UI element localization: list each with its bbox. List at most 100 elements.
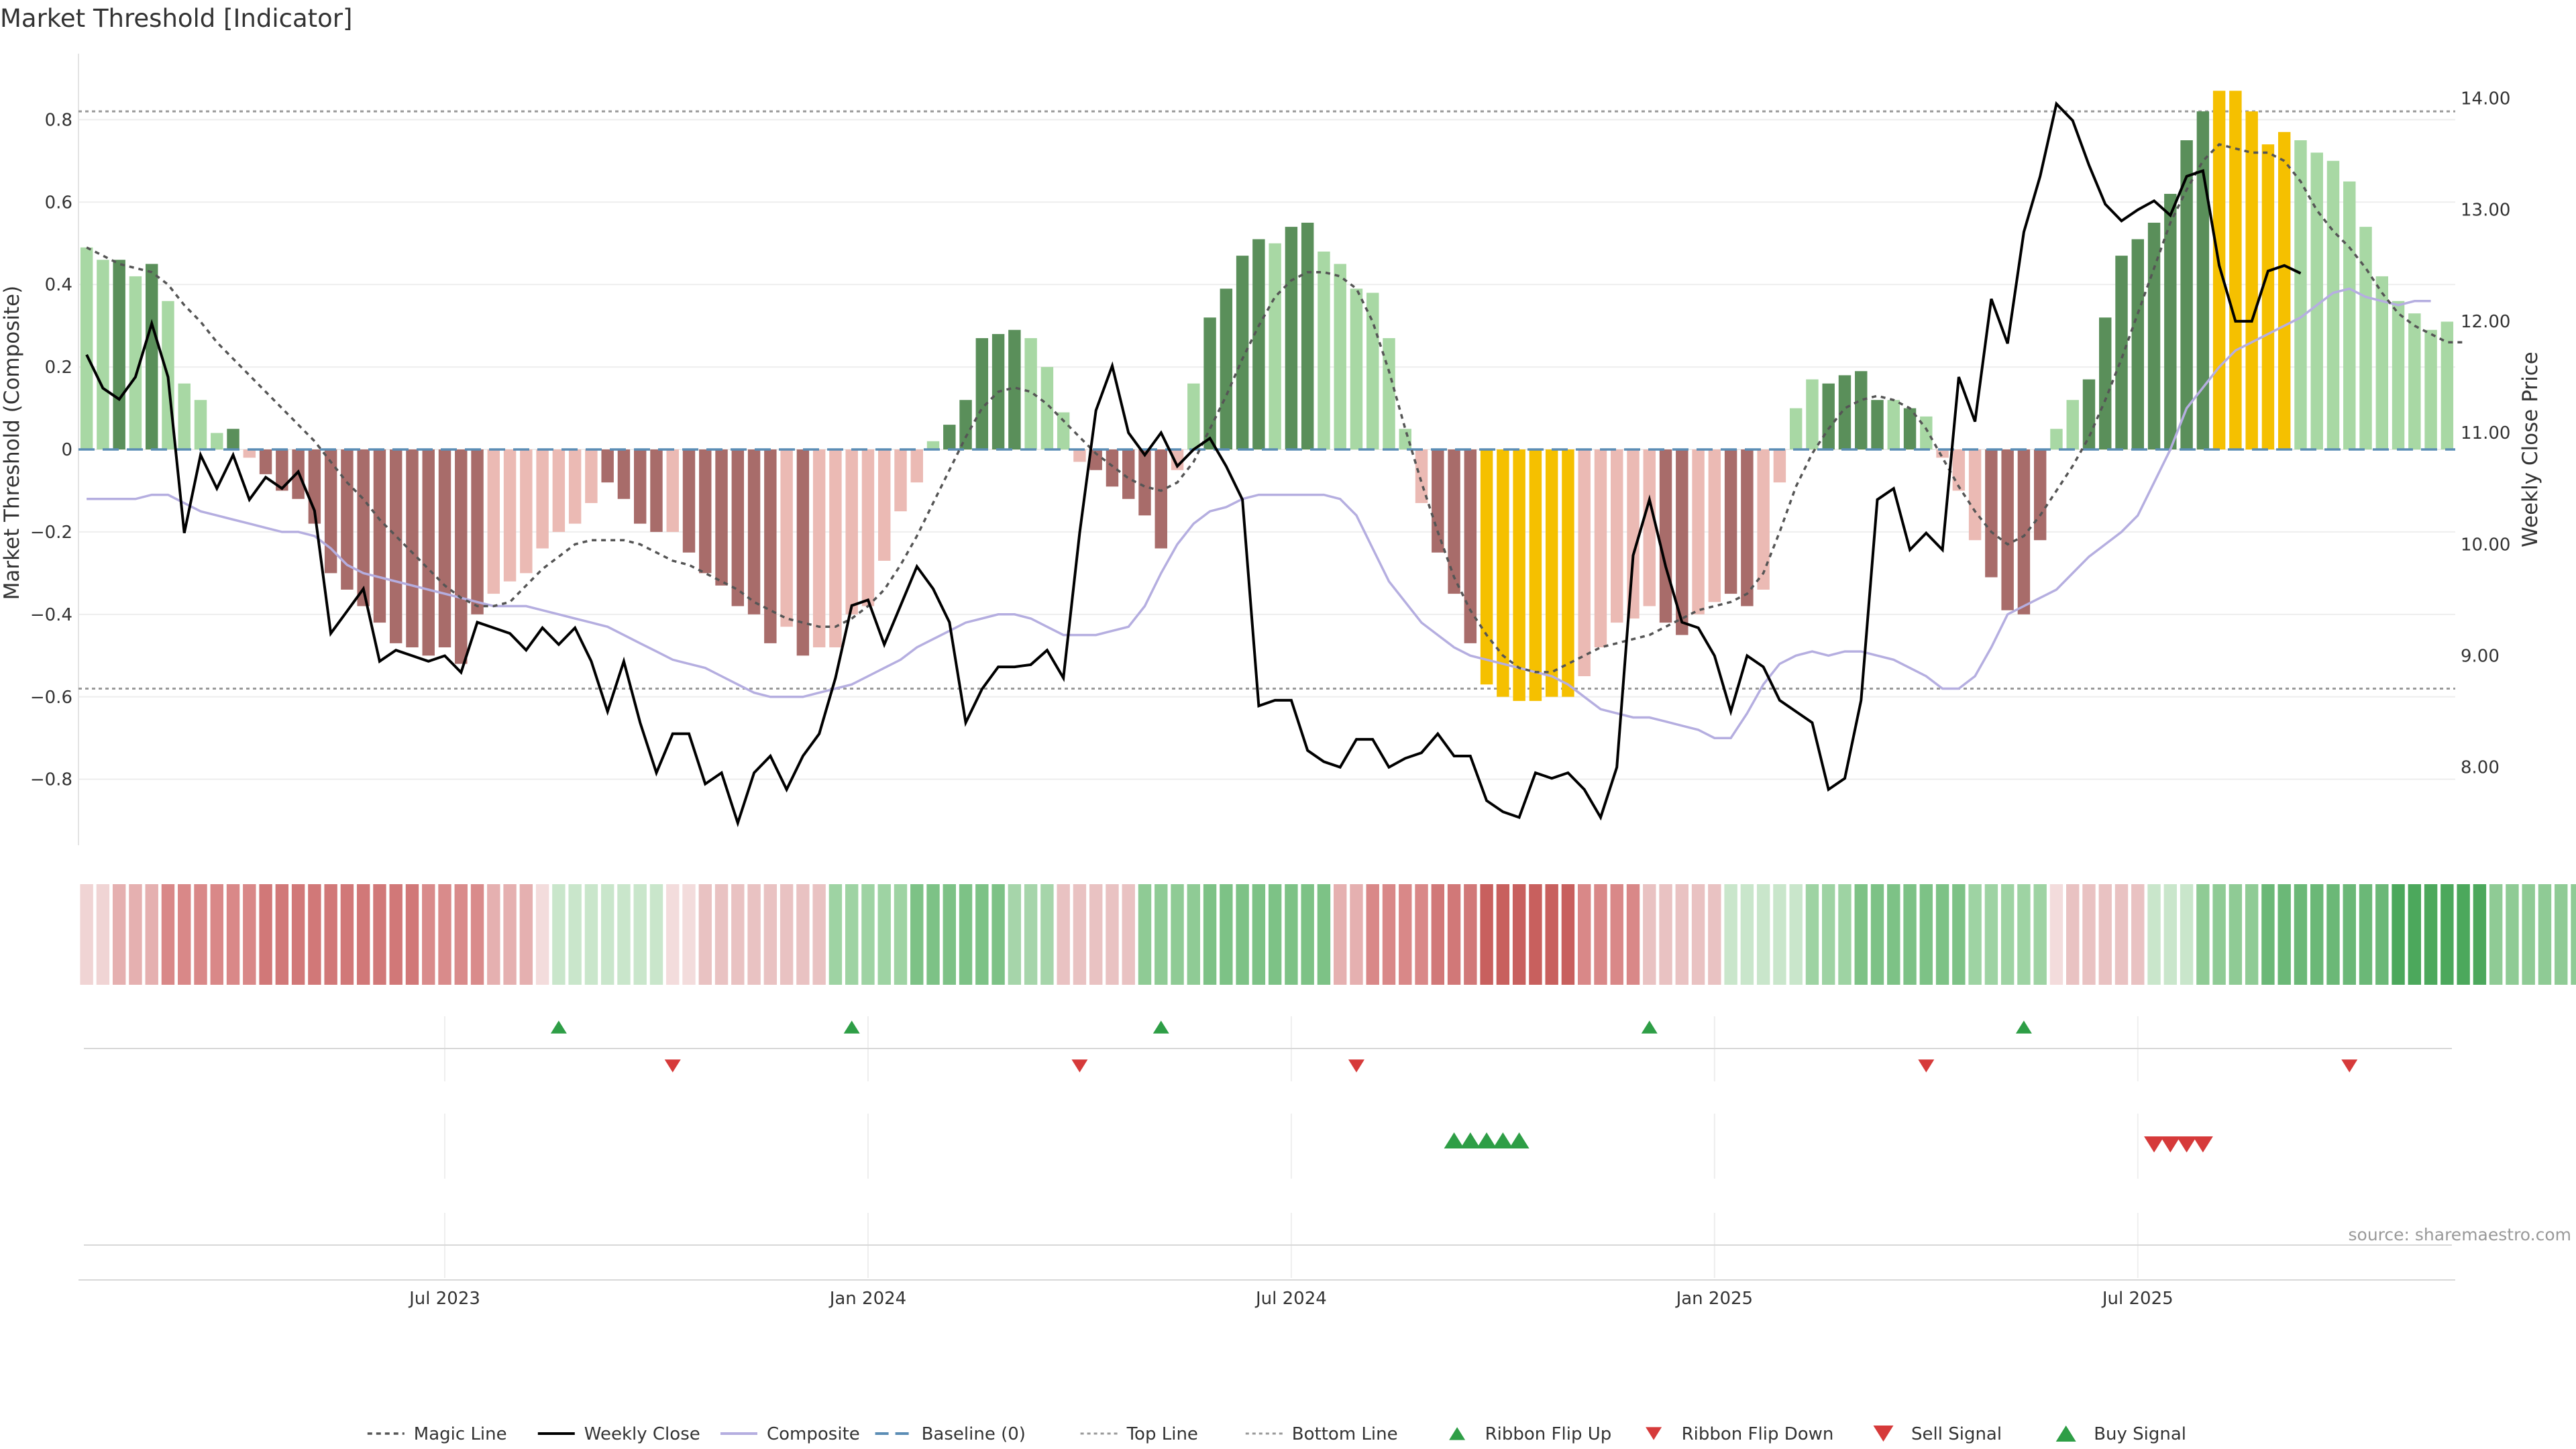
- composite-bar: [715, 449, 728, 586]
- x-axis-ticks: Jul 2023 Jan 2024 Jul 2024 Jan 2025 Jul 2025: [78, 1279, 2455, 1309]
- legend-label: Composite: [767, 1424, 860, 1444]
- composite-bar: [633, 449, 647, 524]
- ribbon-cell: [2326, 884, 2340, 985]
- composite-bar: [1741, 449, 1754, 606]
- ribbon-cell: [2261, 884, 2275, 985]
- buy-signal-marker: [1509, 1132, 1529, 1148]
- ribbon-cell: [2147, 884, 2161, 985]
- ribbon-cell: [1984, 884, 1998, 985]
- composite-bar: [1122, 449, 1135, 499]
- composite-bar: [1659, 449, 1672, 623]
- composite-bar: [1480, 449, 1493, 685]
- ribbon-flip-up-marker: [550, 1020, 567, 1034]
- composite-bar: [1789, 408, 1803, 449]
- ribbon-cell: [666, 884, 680, 985]
- composite-bars: [80, 91, 2454, 701]
- composite-bar: [1676, 449, 1688, 635]
- composite-bar: [1643, 449, 1656, 606]
- ribbon-cell: [812, 884, 826, 985]
- ribbon-cell: [356, 884, 370, 985]
- legend-label: Top Line: [1126, 1424, 1198, 1444]
- y2-tick-label: 8.00: [2461, 758, 2500, 778]
- composite-bar: [1285, 227, 1298, 449]
- ribbon-cell: [2000, 884, 2015, 985]
- ribbon-cell: [2424, 884, 2438, 985]
- sell-signal-marker: [2192, 1136, 2213, 1152]
- legend-item: Composite: [720, 1424, 860, 1444]
- ribbon-cell: [2457, 884, 2470, 985]
- ribbon-cell: [80, 884, 93, 985]
- composite-bar: [975, 338, 989, 449]
- composite-bar: [178, 383, 191, 449]
- ribbon-cell: [1935, 884, 1949, 985]
- composite-bar: [1838, 375, 1851, 449]
- ribbon-cell: [2277, 884, 2291, 985]
- ribbon-cell: [145, 884, 158, 985]
- composite-bar: [211, 433, 223, 449]
- ribbon-cell: [959, 884, 973, 985]
- legend-label: Baseline (0): [922, 1424, 1026, 1444]
- ribbon-cell: [1285, 884, 1298, 985]
- composite-bar: [2001, 449, 2014, 610]
- ribbon-cell: [796, 884, 810, 985]
- composite-bar: [2375, 276, 2389, 449]
- legend-label: Ribbon Flip Up: [1485, 1424, 1612, 1444]
- ribbon-cell: [894, 884, 908, 985]
- ribbon-cell: [1008, 884, 1022, 985]
- legend-item: Magic Line: [367, 1424, 507, 1444]
- composite-bar: [97, 260, 109, 449]
- sell-signal-marker: [2176, 1136, 2197, 1152]
- composite-bar: [536, 449, 549, 549]
- ribbon-cell: [2212, 884, 2226, 985]
- y2-tick-label: 11.00: [2461, 423, 2510, 443]
- composite-bar: [438, 449, 451, 647]
- composite-bar: [1448, 449, 1460, 594]
- composite-bar: [829, 449, 842, 647]
- composite-bar: [1203, 317, 1216, 449]
- composite-bar: [1887, 400, 1900, 449]
- composite-line: [87, 287, 2431, 739]
- composite-bar: [1057, 412, 1070, 449]
- composite-bar: [552, 449, 566, 532]
- ribbon-cell: [991, 884, 1005, 985]
- left-axis-ticks: 0.8 0.6 0.4 0.2 0 −0.2 −0.4 −0.6 −0.8: [30, 110, 72, 790]
- ribbon-cell: [1610, 884, 1623, 985]
- y2-tick-label: 12.00: [2461, 312, 2510, 332]
- composite-bar: [2050, 429, 2063, 449]
- buy-signal-marker: [1477, 1132, 1497, 1148]
- legend-item: Ribbon Flip Up: [1449, 1424, 1611, 1444]
- composite-bar: [487, 449, 500, 594]
- ribbon-cell: [2359, 884, 2373, 985]
- ribbon-cell: [1252, 884, 1266, 985]
- composite-bar: [259, 449, 272, 474]
- y-tick-label: −0.8: [30, 770, 72, 790]
- ribbon-cell: [943, 884, 956, 985]
- composite-bar: [731, 449, 745, 606]
- ribbon-cell: [1333, 884, 1347, 985]
- composite-bar: [2229, 91, 2242, 449]
- ribbon-cell: [1268, 884, 1282, 985]
- composite-bar: [747, 449, 761, 614]
- ribbon-cell: [2375, 884, 2389, 985]
- y-tick-label: 0.2: [45, 358, 72, 378]
- composite-bar: [1252, 239, 1265, 449]
- ribbon-cell: [454, 884, 468, 985]
- composite-bar: [1757, 449, 1770, 590]
- ribbon-cell: [1317, 884, 1331, 985]
- ribbon-cell: [1399, 884, 1412, 985]
- y-tick-label: 0.8: [45, 110, 72, 130]
- ribbon-cell: [2310, 884, 2324, 985]
- composite-bar: [2017, 449, 2031, 614]
- composite-bar: [389, 449, 402, 643]
- composite-bar: [1513, 449, 1525, 701]
- ribbon-flip-down-marker: [2341, 1059, 2358, 1073]
- ribbon-flip-down-marker: [1918, 1059, 1935, 1073]
- legend-swatch: [1449, 1427, 1466, 1440]
- ribbon-cell: [1870, 884, 1884, 985]
- composite-bar: [406, 449, 419, 647]
- ribbon-cell: [2033, 884, 2047, 985]
- composite-bar: [894, 449, 907, 512]
- ribbon-cell: [210, 884, 223, 985]
- ribbon-cell: [1431, 884, 1445, 985]
- ribbon-cell: [2049, 884, 2063, 985]
